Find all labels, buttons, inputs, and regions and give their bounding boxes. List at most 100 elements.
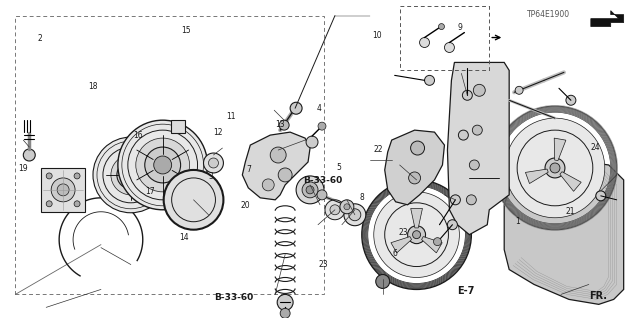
Text: 6: 6: [393, 249, 397, 258]
Polygon shape: [591, 11, 623, 26]
Circle shape: [596, 191, 605, 201]
Polygon shape: [41, 168, 85, 212]
Circle shape: [349, 209, 361, 221]
Circle shape: [306, 136, 318, 148]
Bar: [171, 120, 184, 133]
Text: TP64E1900: TP64E1900: [527, 10, 570, 19]
Circle shape: [472, 125, 483, 135]
Circle shape: [413, 231, 420, 239]
Circle shape: [164, 170, 223, 230]
Circle shape: [280, 308, 290, 318]
Circle shape: [154, 156, 172, 174]
Text: 24: 24: [591, 143, 600, 152]
Circle shape: [550, 163, 560, 173]
Text: B-33-60: B-33-60: [303, 176, 343, 185]
Circle shape: [93, 137, 169, 213]
Circle shape: [340, 200, 354, 214]
Circle shape: [505, 118, 605, 218]
Circle shape: [118, 120, 207, 210]
Text: 20: 20: [241, 201, 250, 210]
Text: 15: 15: [181, 26, 191, 35]
Text: 19: 19: [19, 164, 28, 173]
Text: 17: 17: [145, 187, 155, 196]
Circle shape: [325, 200, 345, 220]
Circle shape: [136, 138, 189, 192]
Circle shape: [344, 204, 366, 226]
Circle shape: [458, 130, 468, 140]
Polygon shape: [422, 237, 442, 253]
Polygon shape: [243, 132, 310, 200]
Text: B-33-60: B-33-60: [214, 293, 253, 302]
Polygon shape: [385, 130, 444, 205]
Circle shape: [444, 42, 454, 52]
Circle shape: [296, 176, 324, 204]
Circle shape: [545, 158, 565, 178]
Text: 18: 18: [88, 82, 97, 91]
Text: 7: 7: [246, 165, 251, 174]
Circle shape: [447, 220, 458, 230]
Circle shape: [46, 201, 52, 207]
Polygon shape: [447, 63, 509, 235]
Text: 16: 16: [134, 131, 143, 140]
Text: 9: 9: [458, 23, 463, 32]
Circle shape: [145, 147, 180, 183]
Text: 21: 21: [566, 207, 575, 216]
Circle shape: [277, 294, 293, 310]
Circle shape: [469, 160, 479, 170]
Circle shape: [408, 226, 426, 244]
Text: 5: 5: [337, 163, 342, 172]
Text: FR.: FR.: [589, 291, 607, 301]
Text: 22: 22: [374, 145, 383, 154]
Circle shape: [566, 95, 576, 105]
Text: 23: 23: [318, 260, 328, 269]
Circle shape: [424, 75, 435, 85]
Circle shape: [279, 120, 289, 130]
Circle shape: [74, 173, 80, 179]
Circle shape: [290, 102, 302, 114]
Circle shape: [515, 86, 523, 94]
Circle shape: [23, 149, 35, 161]
Polygon shape: [525, 169, 548, 183]
Text: 12: 12: [213, 128, 223, 137]
Circle shape: [317, 190, 327, 200]
Text: 23: 23: [398, 228, 408, 237]
Circle shape: [438, 24, 444, 30]
Text: E-7: E-7: [457, 286, 474, 296]
Circle shape: [462, 90, 472, 100]
Text: 8: 8: [359, 193, 364, 202]
Text: 1: 1: [515, 217, 520, 226]
Text: 11: 11: [226, 112, 236, 121]
Bar: [15, 16, 324, 294]
Circle shape: [318, 122, 326, 130]
Circle shape: [204, 153, 223, 173]
Circle shape: [270, 147, 286, 163]
Circle shape: [46, 173, 52, 179]
Circle shape: [374, 192, 460, 278]
Text: 4: 4: [316, 104, 321, 113]
Polygon shape: [411, 208, 422, 228]
Circle shape: [467, 195, 476, 205]
Circle shape: [278, 168, 292, 182]
Polygon shape: [391, 237, 412, 253]
Text: 13: 13: [275, 120, 285, 129]
Circle shape: [111, 155, 151, 195]
Polygon shape: [504, 160, 623, 304]
Circle shape: [209, 158, 218, 168]
Polygon shape: [560, 172, 581, 191]
Circle shape: [74, 201, 80, 207]
Circle shape: [262, 179, 274, 191]
Circle shape: [344, 204, 350, 210]
Circle shape: [433, 238, 442, 246]
Circle shape: [306, 186, 314, 194]
Circle shape: [474, 84, 485, 96]
Text: 3: 3: [208, 173, 213, 182]
Circle shape: [302, 182, 318, 198]
Circle shape: [411, 141, 424, 155]
Circle shape: [57, 184, 69, 196]
Text: 10: 10: [372, 31, 382, 40]
Circle shape: [408, 172, 420, 184]
Text: 14: 14: [179, 233, 189, 242]
Bar: [399, 6, 489, 70]
Text: 2: 2: [37, 34, 42, 43]
Circle shape: [330, 205, 340, 215]
